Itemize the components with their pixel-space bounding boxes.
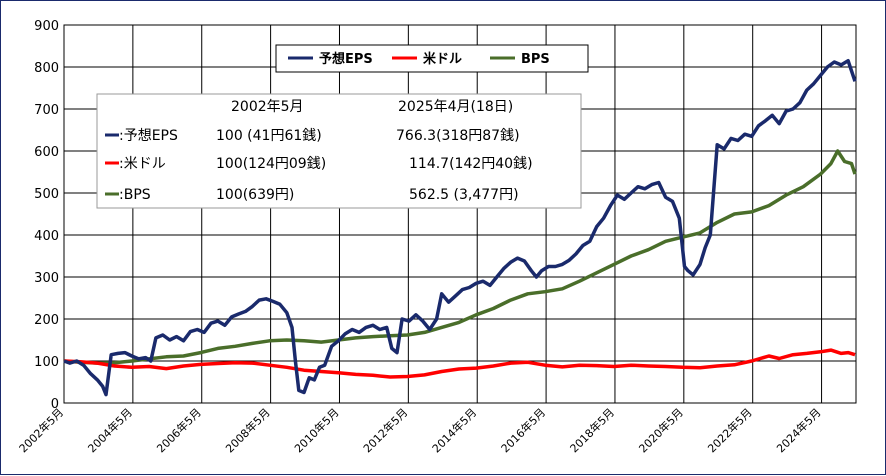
y-tick-label: 700: [34, 103, 59, 118]
table-header-start: 2002年5月: [231, 99, 304, 115]
legend-label-usd: 米ドル: [423, 51, 462, 67]
x-tick-label: 2004年5月: [85, 405, 135, 455]
legend: 予想EPS 米ドル BPS: [275, 44, 589, 73]
table-start-eps: 100 (41円61銭): [216, 128, 322, 144]
x-tick-label: 2022年5月: [705, 405, 755, 455]
info-table: 2002年5月 2025年4月(18日) :予想EPS 100 (41円61銭)…: [96, 93, 582, 209]
y-tick-label: 0: [51, 397, 59, 412]
table-label-eps: :予想EPS: [119, 128, 178, 144]
plot-border: [63, 24, 857, 404]
legend-label-eps: 予想EPS: [319, 51, 373, 67]
x-tick-label: 2020年5月: [636, 405, 686, 455]
y-tick-label: 300: [34, 271, 59, 286]
x-tick-label: 2008年5月: [223, 405, 273, 455]
table-end-bps: 562.5 (3,477円): [409, 187, 519, 203]
y-tick-label: 900: [34, 19, 59, 34]
y-tick-label: 800: [34, 61, 59, 76]
table-end-usd: 114.7(142円40銭): [409, 156, 533, 172]
x-tick-label: 2018年5月: [567, 405, 617, 455]
table-start-usd: 100(124円09銭): [216, 156, 326, 172]
x-axis-ticks: 2002年5月 2004年5月 2006年5月 2008年5月 2010年5月 2012年…: [16, 405, 824, 455]
x-tick-label: 2006年5月: [154, 405, 204, 455]
x-tick-label: 2010年5月: [291, 405, 341, 455]
series-line-bps: [63, 149, 857, 365]
series-line-usd: [63, 348, 856, 379]
y-tick-label: 500: [34, 187, 59, 202]
x-tick-label: 2016年5月: [498, 405, 548, 455]
x-tick-label: 2002年5月: [16, 405, 66, 455]
y-tick-label: 600: [34, 145, 59, 160]
table-header-end: 2025年4月(18日): [398, 99, 513, 115]
table-label-bps: :BPS: [119, 187, 151, 203]
table-label-usd: :米ドル: [119, 156, 166, 172]
y-tick-label: 200: [34, 313, 59, 328]
legend-label-bps: BPS: [521, 52, 550, 67]
x-tick-label: 2024年5月: [773, 405, 823, 455]
y-tick-label: 100: [34, 355, 59, 370]
table-end-eps: 766.3(318円87銭): [396, 128, 520, 144]
x-tick-label: 2012年5月: [360, 405, 410, 455]
y-axis-ticks: 0 100 200 300 400 500 600 700 800 900: [34, 19, 59, 412]
x-tick-label: 2014年5月: [429, 405, 479, 455]
y-tick-label: 400: [34, 229, 59, 244]
table-start-bps: 100(639円): [216, 187, 294, 203]
series-line-eps: [63, 58, 857, 397]
series-lines: [63, 58, 857, 397]
